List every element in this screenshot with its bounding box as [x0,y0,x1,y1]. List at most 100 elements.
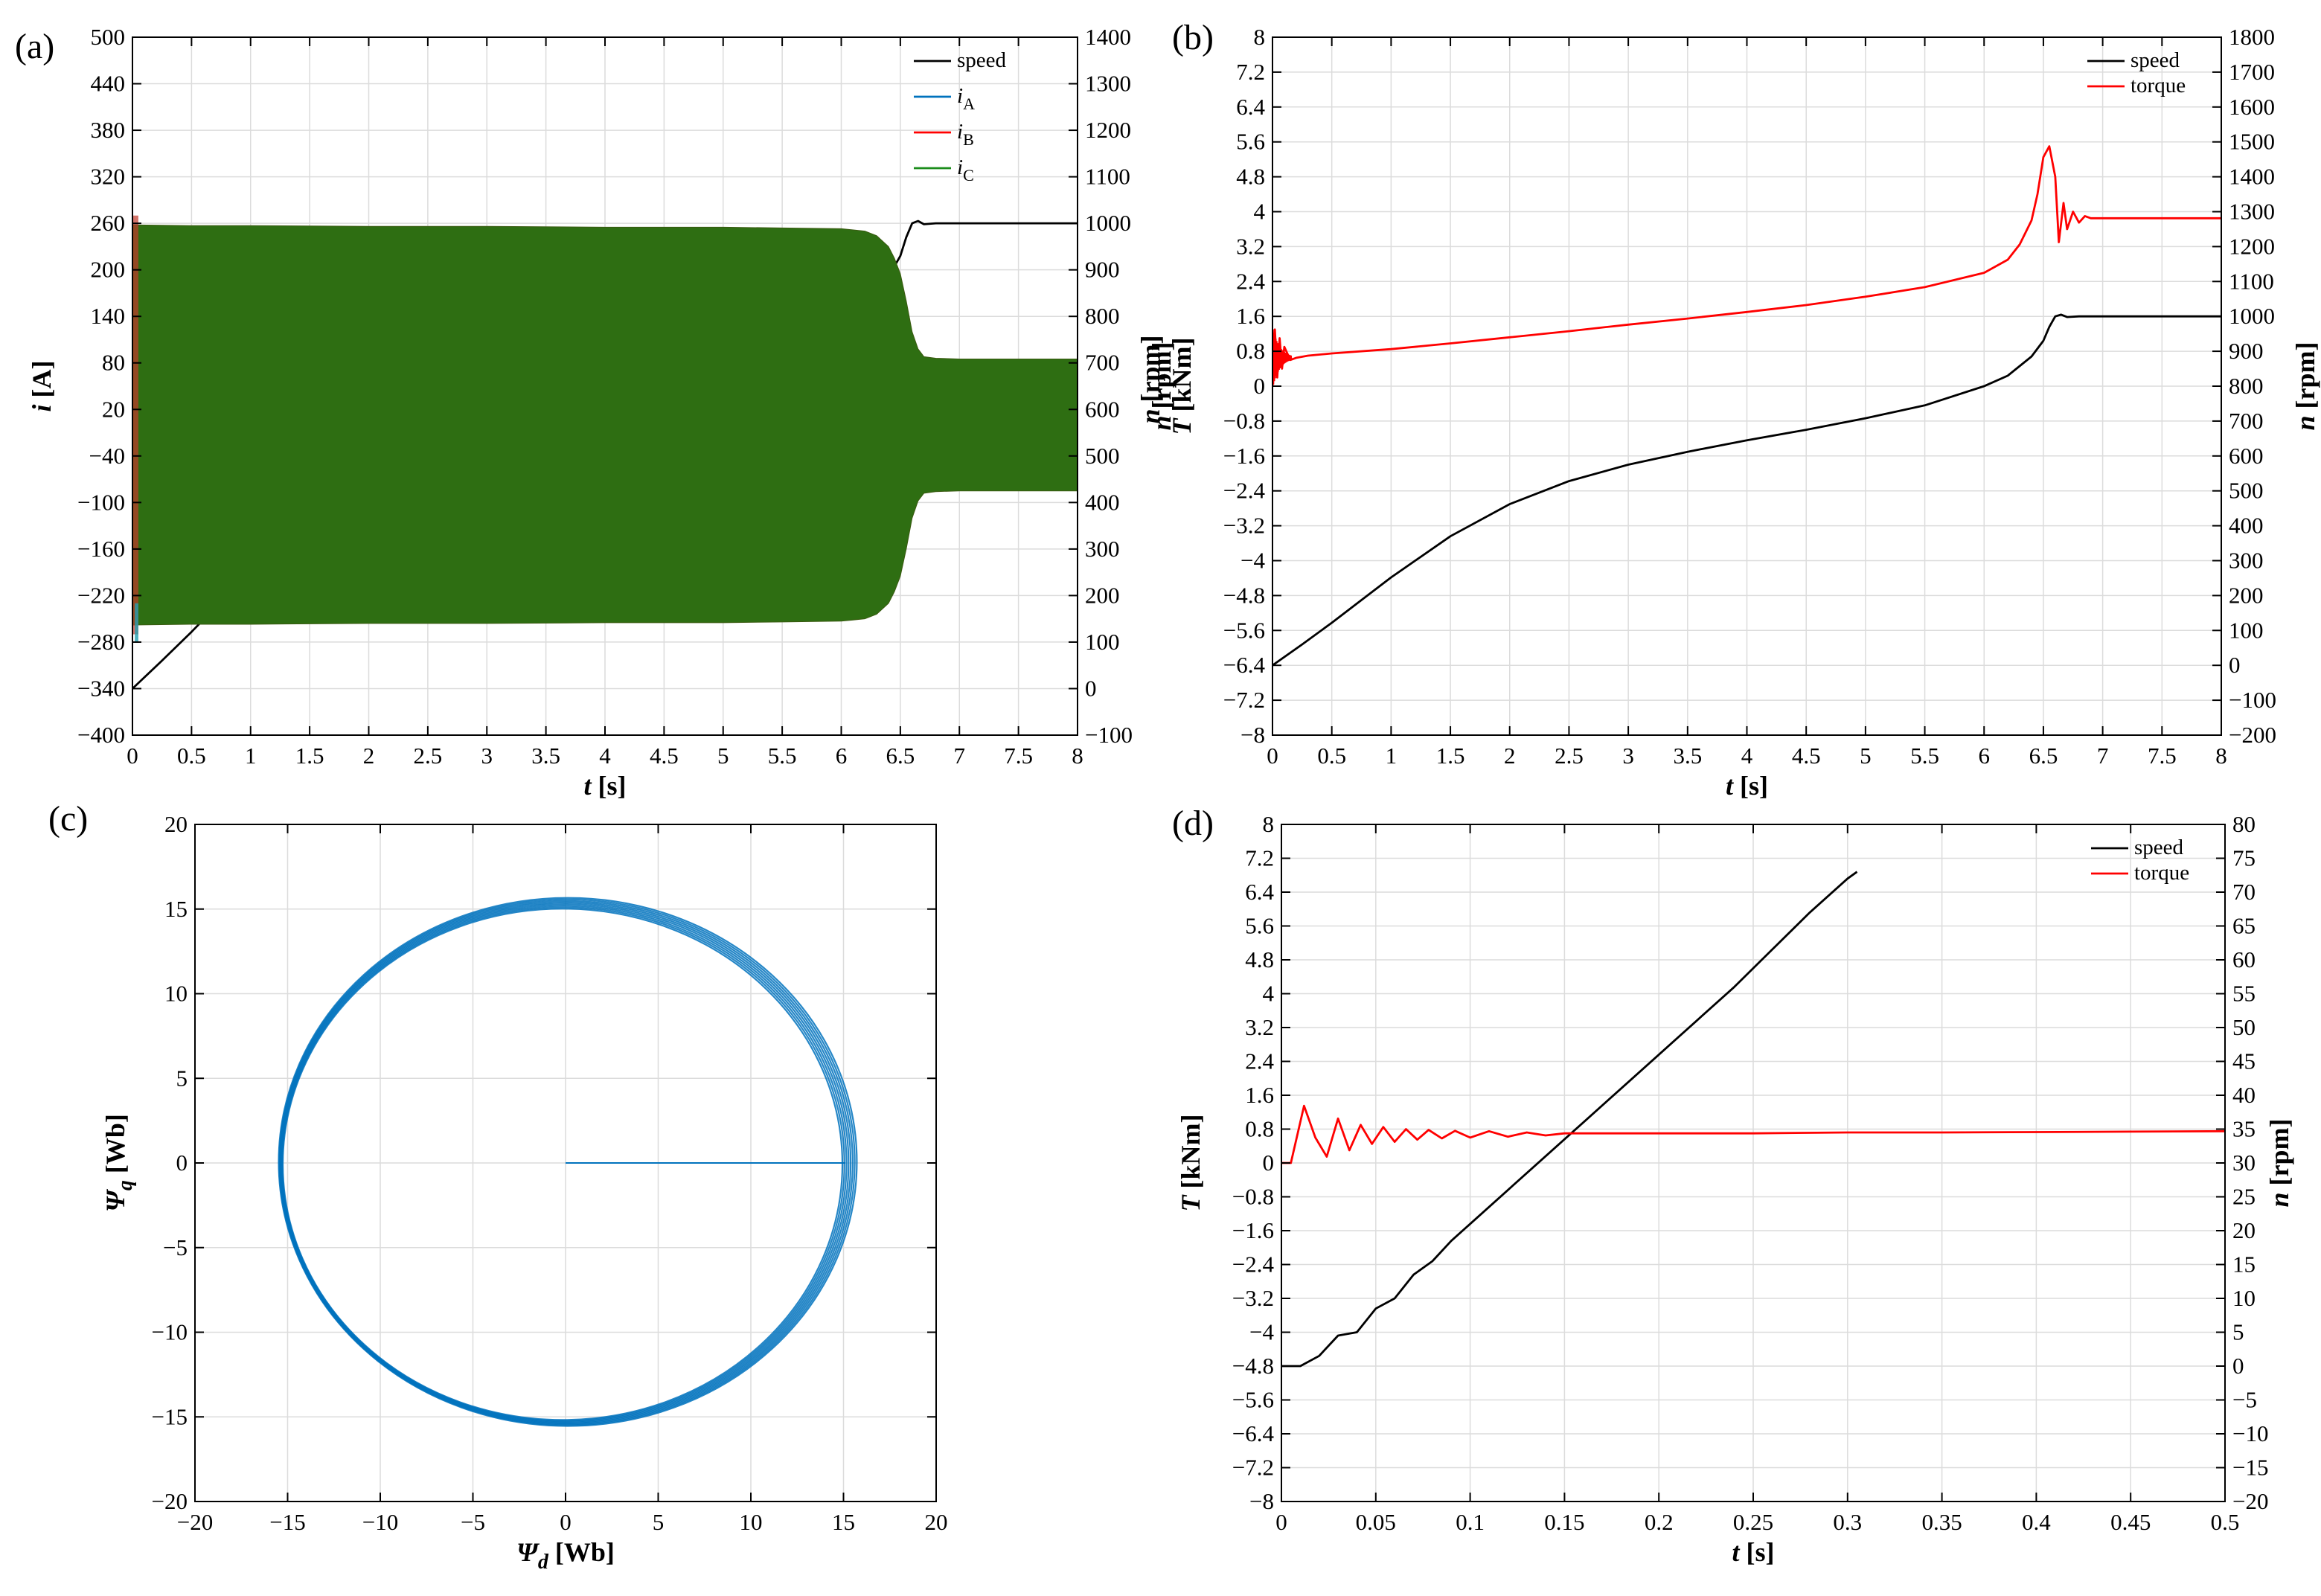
y-axis-label: T [kNm] [1167,338,1197,435]
y-tick-label: −2.4 [1223,478,1266,504]
y2-tick-label: −20 [2232,1488,2268,1514]
y-tick-label: 0.8 [1236,338,1265,364]
y2-tick-label: 300 [1085,536,1120,562]
x-tick-label: 6.5 [2029,743,2058,769]
y-tick-label: −2.4 [1232,1252,1275,1278]
series-group-d [1281,871,2225,1368]
panel-label-b: (b) [1172,18,1214,57]
y-tick-label: −7.2 [1232,1455,1274,1481]
y2-tick-label: 1400 [2229,164,2275,190]
y2-tick-label: 0 [1085,675,1097,701]
y2-tick-label: 1500 [2229,129,2275,155]
x-tick-label: 7 [2097,743,2109,769]
y2-tick-label: 15 [2232,1252,2256,1278]
y-tick-label: 7.2 [1236,59,1265,85]
y-tick-label: 2.4 [1236,268,1265,294]
x-tick-label: 4.5 [1792,743,1821,769]
x-tick-label: 4.5 [650,743,679,769]
x-tick-label: 6 [836,743,848,769]
x-tick-label: −15 [269,1509,305,1535]
y2-tick-label: 25 [2232,1184,2256,1210]
x-tick-label: 0.05 [1356,1509,1396,1535]
y2-tick-label: 1100 [2229,268,2274,294]
x-tick-label: 4 [599,743,611,769]
y-tick-label: 20 [164,811,188,837]
y-axis-label: T [kNm] [1176,1115,1206,1212]
y2-tick-label: −15 [2232,1455,2268,1481]
y2-tick-label: 70 [2232,879,2256,905]
y2-tick-label: 45 [2232,1048,2256,1074]
x-tick-label: 5.5 [1910,743,1939,769]
y-tick-label: −4 [1249,1319,1274,1345]
y2-tick-label: 400 [1085,489,1120,515]
series-torque [1281,1104,2225,1164]
x-tick-label: −20 [177,1509,213,1535]
y-tick-label: 15 [164,896,188,922]
x-tick-label: 3.5 [1673,743,1702,769]
x-tick-label: 0.5 [1317,743,1346,769]
y2-tick-label: 500 [2229,478,2264,504]
x-tick-label: 0.5 [2211,1509,2240,1535]
y2-tick-label: 0 [2229,652,2241,678]
y2-tick-label: 800 [2229,373,2264,399]
legend-entry: iA [957,84,975,113]
x-tick-label: 2.5 [414,743,443,769]
legend-entry: speed [957,48,1007,72]
y-tick-label: 500 [91,24,126,50]
legend-entry: speed [2134,836,2184,859]
y-tick-label: −6.4 [1232,1420,1275,1446]
y2-tick-label: −200 [2229,722,2276,748]
y2-tick-label: 65 [2232,913,2256,939]
y2-tick-label: 1300 [1085,71,1131,97]
y-tick-label: 6.4 [1236,94,1265,120]
y2-tick-label: −5 [2232,1387,2257,1413]
x-tick-label: 2 [1504,743,1516,769]
x-tick-label: 20 [925,1509,948,1535]
y-tick-label: 80 [102,350,125,376]
y-tick-label: −1.6 [1223,443,1265,469]
legend-entry: speed [2130,48,2180,72]
x-axis-label: t [s] [1732,1537,1774,1567]
x-tick-label: 0 [560,1509,572,1535]
y-tick-label: 3.2 [1245,1014,1274,1040]
chart-panel-d: (d)0 0.05 0.1 0.15 0.2 0.25 0.3 0.35 0.4 0.45 0.5−… [1172,804,2294,1567]
x-tick-label: 7 [954,743,966,769]
y2-tick-label: 0 [2232,1353,2244,1379]
y-tick-label: −5.6 [1223,617,1265,643]
y2-tick-label: 35 [2232,1116,2256,1142]
panel-label-a: (a) [15,27,54,66]
y2-tick-label: 200 [1085,582,1120,608]
y-tick-label: −0.8 [1232,1184,1274,1210]
y2-tick-label: 75 [2232,845,2256,871]
y2-tick-label: 5 [2232,1319,2244,1345]
chart-panel-b: (b) 0 0.5 1 1.5 2 2.5 3 3.5 4 4.5 5 5.5 6 6.5 7 7.5 8 −8 −7… [1136,18,2320,801]
x-tick-label: 7.5 [1004,743,1033,769]
y2-tick-label: 1800 [2229,24,2275,50]
x-tick-label: 4 [1741,743,1753,769]
y-tick-label: −20 [152,1488,188,1514]
x-tick-label: −5 [461,1509,485,1535]
x-tick-label: 5 [717,743,729,769]
x-tick-label: 0.5 [177,743,206,769]
x-tick-label: 1 [245,743,257,769]
y-tick-label: −8 [1249,1488,1274,1514]
x-tick-label: 6 [1979,743,1991,769]
x-tick-label: 0.45 [2110,1509,2151,1535]
x-tick-label: 1.5 [1436,743,1465,769]
chart-panel-c: (c) −20 −15 −10 −5 0 5 10 15 20 −20 −15 −10 −5 0 5 10 15 2… [48,799,948,1574]
y-tick-label: 8 [1254,24,1266,50]
y-tick-label: −1.6 [1232,1217,1274,1243]
y2-tick-label: 100 [1085,629,1120,655]
legend-entry: torque [2134,861,2189,885]
y-tick-label: 380 [91,117,126,143]
y2-tick-label: 400 [2229,513,2264,539]
flux-loop [278,897,858,1427]
x-tick-label: 2.5 [1555,743,1584,769]
panel-label-c: (c) [48,799,88,839]
y-tick-label: 5.6 [1236,129,1265,155]
y-tick-label: 7.2 [1245,845,1274,871]
y-tick-label: −8 [1240,722,1265,748]
y2-axis-label: n [rpm] [1147,342,1176,431]
x-tick-label: 0.4 [2022,1509,2051,1535]
